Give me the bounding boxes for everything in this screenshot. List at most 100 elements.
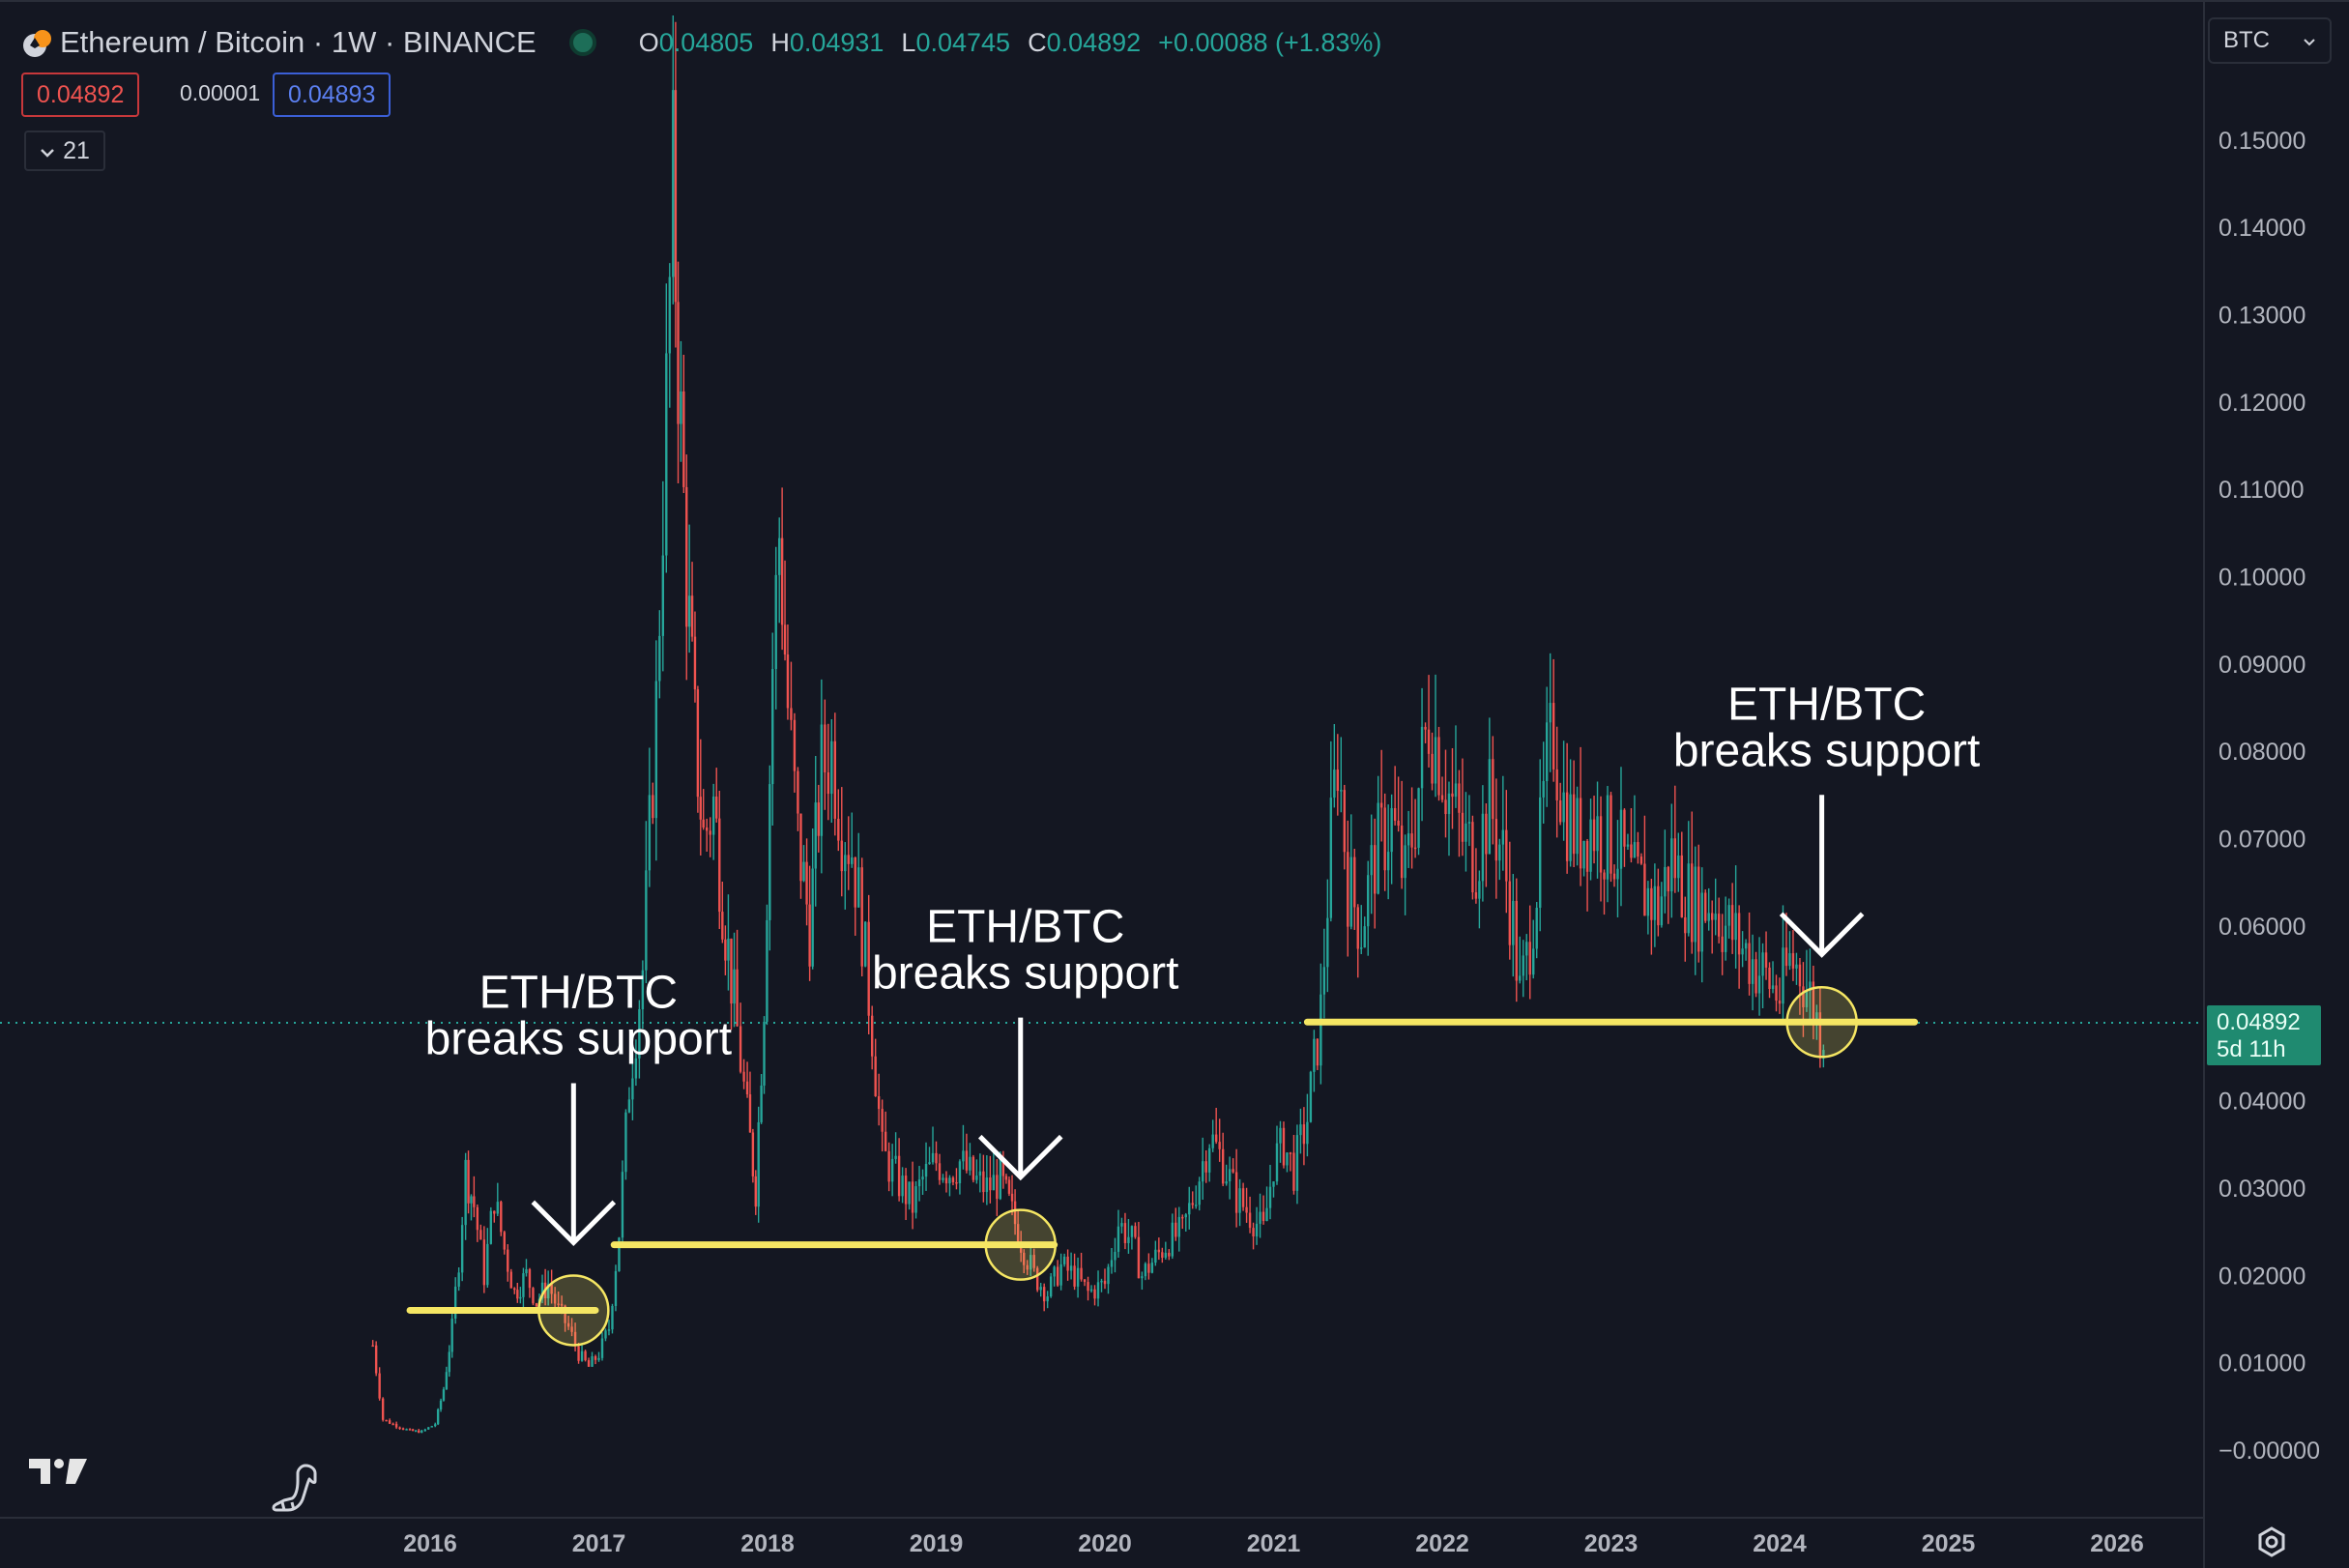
candle-body	[817, 802, 820, 836]
currency-value: BTC	[2223, 27, 2270, 53]
candle-body	[482, 1239, 486, 1286]
candle-body	[573, 1331, 577, 1347]
candle-body	[654, 681, 658, 819]
candle-body	[1295, 1135, 1299, 1191]
candle-body	[1096, 1282, 1100, 1299]
last-price-badge: 0.04892 5d 11h	[2207, 1005, 2321, 1065]
candle-body	[1585, 840, 1589, 872]
candle-body	[874, 1056, 877, 1097]
indicators-count: 21	[63, 136, 90, 164]
candle-body	[999, 1158, 1002, 1200]
candle-body	[1302, 1124, 1306, 1145]
candle-body	[1576, 798, 1579, 855]
candle-body	[786, 654, 790, 709]
price-tick-label: 0.13000	[2218, 302, 2306, 329]
candle-body	[1650, 887, 1653, 920]
time-tick-label: 2026	[2090, 1530, 2144, 1557]
candle-body	[1684, 916, 1687, 934]
candle-body	[958, 1161, 962, 1183]
candle-body	[1141, 1276, 1144, 1279]
candle-body	[884, 1131, 887, 1151]
candle-body	[1016, 1224, 1020, 1246]
candle-body	[1501, 829, 1505, 845]
candle-body	[1299, 1124, 1302, 1136]
candle-body	[1646, 887, 1650, 916]
candle-body	[423, 1429, 426, 1432]
candle-body	[1134, 1226, 1137, 1237]
candle-body	[1144, 1263, 1147, 1277]
candle-body	[1202, 1161, 1204, 1182]
candle-body	[1248, 1212, 1252, 1229]
symbol-title[interactable]: Ethereum / Bitcoin · 1W · BINANCE	[60, 25, 536, 59]
candle-body	[1458, 783, 1461, 813]
candle-body	[1525, 942, 1528, 956]
candle-body	[1612, 873, 1616, 880]
candle-body	[388, 1420, 392, 1424]
dinosaur-icon[interactable]	[271, 1460, 321, 1519]
candle-body	[1309, 1071, 1313, 1122]
candle-body	[766, 919, 768, 1022]
candle-body	[924, 1164, 928, 1177]
candle-body	[709, 830, 711, 835]
time-tick-label: 2016	[403, 1530, 457, 1557]
candle-body	[1340, 790, 1343, 792]
tradingview-logo-icon[interactable]	[27, 1455, 89, 1493]
candle-body	[1505, 829, 1508, 882]
candle-body	[516, 1290, 519, 1299]
candle-body	[519, 1296, 522, 1299]
annotation-line1: ETH/BTC	[479, 967, 678, 1018]
candle-body	[1032, 1255, 1035, 1268]
candle-body	[427, 1427, 430, 1430]
price-tick-label: 0.08000	[2218, 739, 2306, 766]
candle-body	[682, 391, 685, 487]
currency-select[interactable]: BTC	[2208, 17, 2332, 64]
candle-body	[1637, 842, 1639, 857]
candle-body	[1367, 875, 1370, 927]
candle-body	[733, 969, 736, 1004]
candle-body	[1623, 809, 1626, 847]
time-tick-label: 2022	[1415, 1530, 1469, 1557]
candle-body	[1494, 819, 1498, 861]
candle-body	[1259, 1211, 1262, 1224]
candle-body	[824, 724, 826, 773]
sell-button[interactable]: 0.04892	[21, 73, 140, 117]
candle-body	[1552, 703, 1555, 769]
candle-body	[1802, 986, 1805, 1007]
candle-body	[1461, 812, 1464, 842]
candle-body	[418, 1430, 420, 1434]
candle-body	[580, 1350, 584, 1361]
candle-body	[837, 818, 840, 841]
change-value: +0.00088 (+1.83%)	[1158, 27, 1382, 57]
candle-body	[908, 1181, 911, 1205]
candle-body	[867, 921, 870, 1016]
candle-body	[1711, 913, 1714, 920]
candle-body	[525, 1269, 528, 1274]
candle-body	[1360, 947, 1363, 949]
candle-body	[621, 1172, 624, 1238]
arrow-head	[977, 1134, 1063, 1181]
time-tick-label: 2025	[1922, 1530, 1976, 1557]
candle-body	[1130, 1226, 1134, 1237]
ohlc-values: O0.04805 H0.04931 L0.04745 C0.04892 +0.0…	[639, 28, 1382, 58]
chart-settings-icon[interactable]	[2255, 1525, 2288, 1563]
price-tick-label: −0.00000	[2218, 1437, 2320, 1465]
candle-body	[553, 1293, 557, 1304]
candle-body	[1522, 955, 1524, 976]
candle-body	[1039, 1287, 1042, 1291]
candle-body	[802, 861, 805, 882]
candle-body	[805, 861, 808, 905]
candle-body	[1488, 759, 1492, 855]
indicators-toggle-button[interactable]: 21	[24, 131, 105, 171]
market-status-icon[interactable]	[568, 29, 596, 56]
candle-body	[597, 1357, 600, 1360]
candle-body	[1080, 1267, 1083, 1280]
candle-body	[1730, 905, 1734, 941]
candle-body	[624, 1112, 627, 1173]
time-tick-label: 2018	[740, 1530, 795, 1557]
candle-body	[1103, 1280, 1107, 1285]
candle-body	[1610, 795, 1612, 874]
candle-body	[503, 1232, 506, 1250]
buy-button[interactable]: 0.04893	[273, 73, 392, 117]
